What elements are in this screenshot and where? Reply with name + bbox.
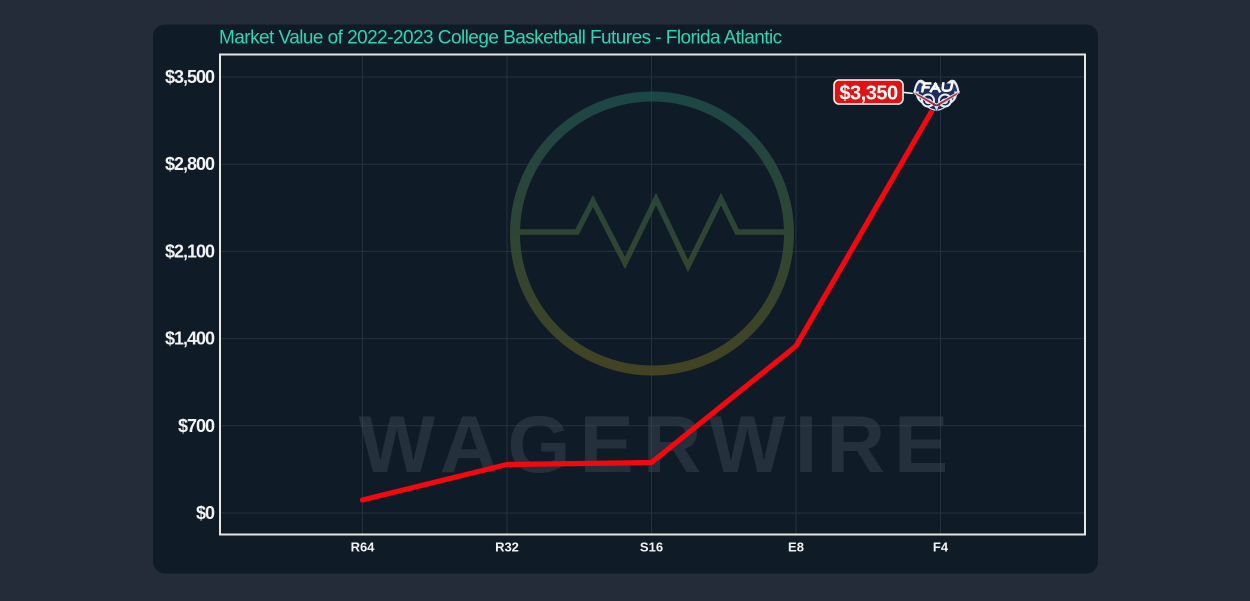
svg-text:$2,800: $2,800 [165,154,215,174]
svg-text:$2,100: $2,100 [165,241,215,261]
svg-text:F4: F4 [933,540,949,555]
svg-text:R64: R64 [351,540,376,555]
svg-text:$1,400: $1,400 [165,329,215,349]
svg-text:$3,500: $3,500 [165,67,215,87]
svg-text:E8: E8 [788,540,804,555]
svg-text:R32: R32 [495,540,519,555]
svg-text:$700: $700 [178,416,215,436]
svg-text:S16: S16 [640,540,663,555]
svg-text:Market Value of 2022-2023 Coll: Market Value of 2022-2023 College Basket… [219,28,782,49]
svg-text:$3,350: $3,350 [839,83,898,105]
svg-text:$0: $0 [196,503,215,523]
